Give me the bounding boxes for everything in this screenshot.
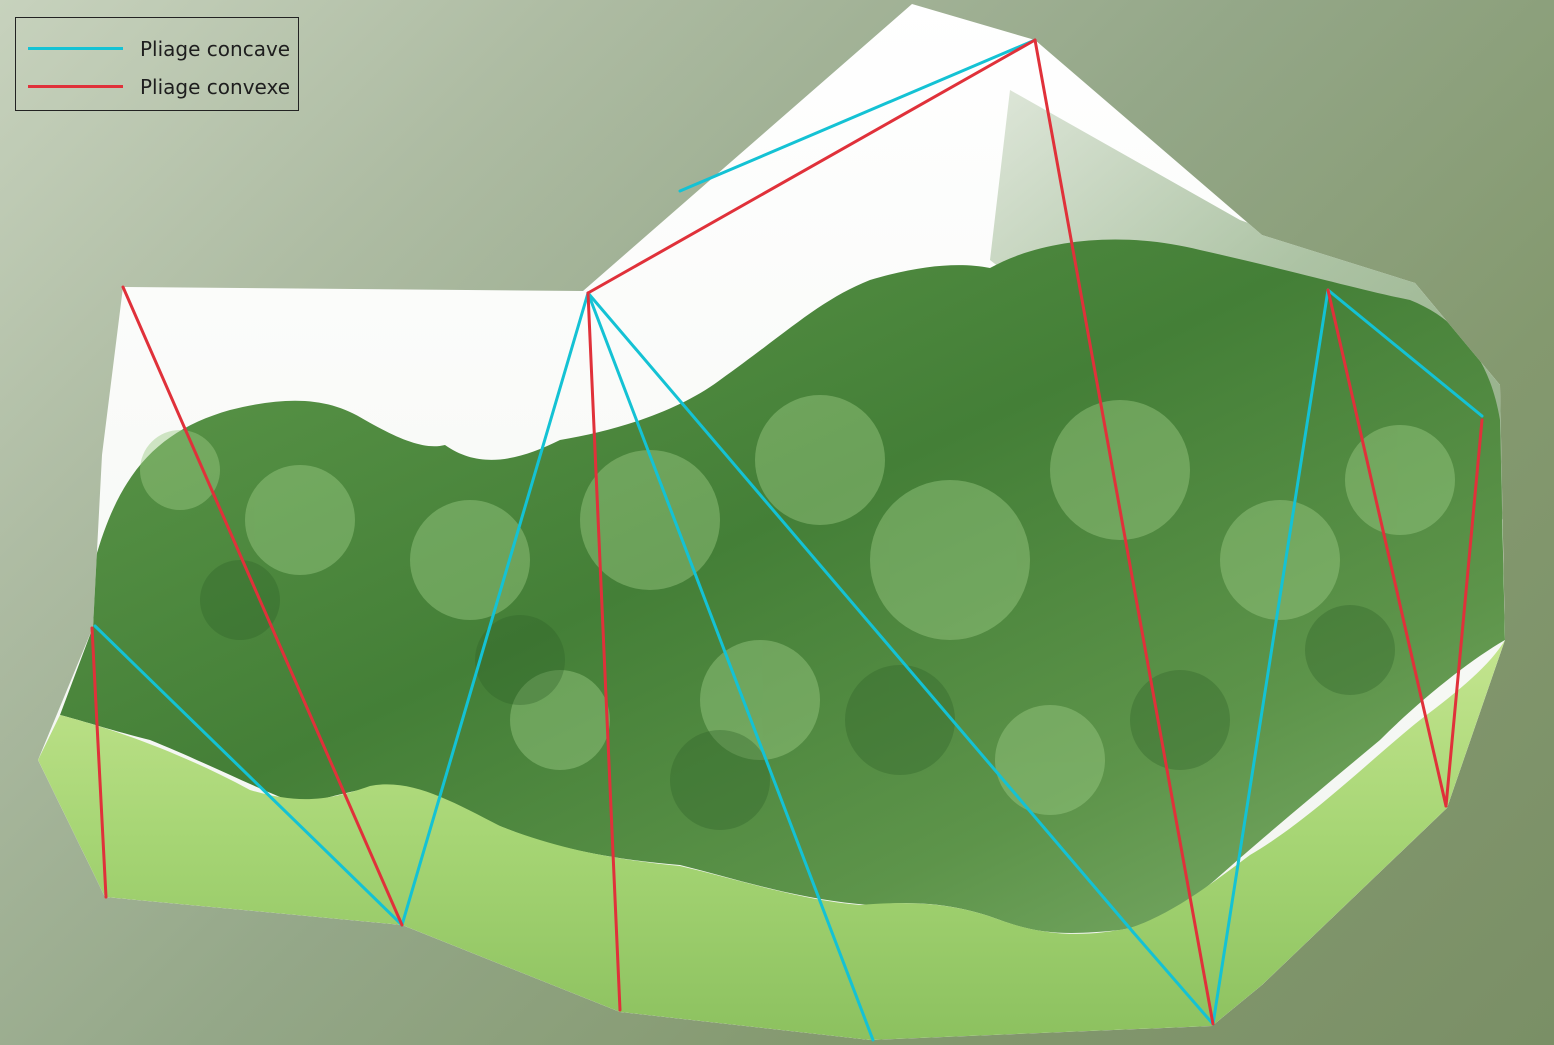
concave-fold-line [400,291,590,927]
convex-fold-line [121,285,404,927]
convex-fold-line [586,291,622,1012]
concave-fold-line [586,291,1135,934]
concave-fold-line [93,624,404,927]
tree-shadows [200,560,1395,830]
concave-fold-line [586,291,875,1042]
concave-fold-line [1211,288,1330,1026]
convex-fold-line [1033,38,1215,1026]
legend-item-convexe: Pliage convexe [16,75,298,99]
concave-fold-line [1326,288,1484,418]
convexe-swatch [28,85,123,88]
concave-fold-line [1131,930,1215,1026]
concave-fold-lines [93,38,1484,1042]
legend: Pliage concave Pliage convexe [15,17,299,111]
legend-item-concave: Pliage concave [16,37,298,61]
legend-label-convexe: Pliage convexe [140,75,291,99]
tree-texture [140,395,1455,815]
concave-fold-line [678,38,1037,193]
legend-label-concave: Pliage concave [140,37,291,61]
convex-fold-line [1326,288,1448,808]
convex-fold-lines [90,38,1484,1026]
concave-swatch [28,47,123,50]
convex-fold-line [1444,418,1484,808]
convex-fold-line [90,626,108,899]
forest-area [60,239,1505,933]
convex-fold-line [586,38,1037,295]
